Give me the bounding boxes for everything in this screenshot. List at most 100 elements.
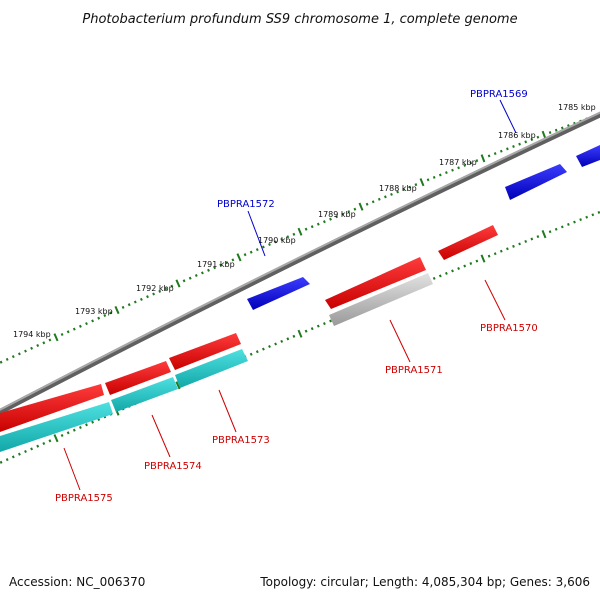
outer-scale-minor-tick <box>261 245 265 249</box>
outer-scale-minor-tick <box>225 260 229 265</box>
outer-scale-minor-tick <box>451 168 454 172</box>
outer-scale-minor-tick <box>493 152 497 156</box>
scale-label-1790: 1790 kbp <box>258 236 296 245</box>
inner-scale-minor-tick <box>72 428 76 432</box>
gene-arrow-pbpra1569[interactable] <box>505 164 567 200</box>
inner-scale-ticks <box>0 210 600 464</box>
gene-label-pbpra1574[interactable]: PBPRA1574 <box>144 461 202 472</box>
inner-scale-minor-tick <box>30 447 34 451</box>
outer-scale-minor-tick <box>91 319 95 323</box>
rna-feature-3[interactable] <box>175 349 248 388</box>
gene-arrow-pbpra1575[interactable] <box>0 384 104 432</box>
inner-scale-major-tick <box>297 329 303 338</box>
outer-scale-minor-tick <box>402 188 406 191</box>
scale-label-1788: 1788 kbp <box>379 184 417 193</box>
outer-scale-minor-tick <box>463 163 467 167</box>
inner-scale-minor-tick <box>274 342 278 346</box>
rna-feature-2[interactable] <box>111 377 178 412</box>
gene-label-pbpra1571[interactable]: PBPRA1571 <box>385 365 443 376</box>
inner-scale-minor-tick <box>451 269 454 273</box>
outer-scale-minor-tick <box>304 227 308 231</box>
outer-scale-minor-tick <box>322 220 326 224</box>
outer-scale-minor-tick <box>0 360 3 364</box>
gene-arrow-pbpra1572[interactable] <box>247 277 310 310</box>
genome-summary-text: Topology: circular; Length: 4,085,304 bp… <box>259 575 590 589</box>
inner-scale-minor-tick <box>322 322 326 326</box>
gene-arrow-offscreen[interactable] <box>576 145 600 167</box>
outer-scale-minor-tick <box>384 195 387 199</box>
gene-label-pbpra1570[interactable]: PBPRA1570 <box>480 323 538 334</box>
inner-scale-minor-tick <box>78 425 82 430</box>
outer-scale-minor-tick <box>30 346 34 350</box>
inner-scale-minor-tick <box>280 339 284 343</box>
outer-scale-minor-tick <box>365 202 369 206</box>
outer-scale-minor-tick <box>78 324 82 328</box>
scale-label-1789: 1789 kbp <box>318 210 356 219</box>
outer-scale-minor-tick <box>548 131 552 135</box>
scale-label-1791: 1791 kbp <box>197 260 235 269</box>
inner-scale-minor-tick <box>329 319 332 323</box>
inner-scale-minor-tick <box>444 271 448 275</box>
outer-scale-minor-tick <box>524 140 528 144</box>
gene-labels: PBPRA1569 PBPRA1570 PBPRA1571 PBPRA1572 … <box>55 89 538 504</box>
outer-scale-minor-tick <box>475 159 479 163</box>
outer-scale-minor-tick <box>200 271 204 275</box>
rna-features <box>0 349 248 452</box>
inner-scale-minor-tick <box>457 266 461 271</box>
leader-pbpra1570 <box>484 279 506 321</box>
inner-scale-minor-tick <box>11 455 15 459</box>
leader-pbpra1573 <box>218 389 237 433</box>
outer-scale-minor-tick <box>17 352 21 356</box>
outer-scale-major-tick <box>53 333 59 342</box>
inner-scale-minor-tick <box>91 420 95 424</box>
inner-scale-minor-tick <box>548 230 552 234</box>
outer-scale-minor-tick <box>188 276 192 280</box>
inner-scale-minor-tick <box>5 458 9 462</box>
outer-scale-minor-tick <box>286 235 290 239</box>
gene-arrow-pbpra1570[interactable] <box>438 225 498 260</box>
gene-arrow-pbpra1574[interactable] <box>105 361 171 395</box>
inner-scale-minor-tick <box>487 254 491 258</box>
leader-pbpra1575 <box>63 447 81 491</box>
outer-scale-minor-tick <box>243 253 247 257</box>
outer-scale-minor-tick <box>274 240 278 244</box>
outer-scale-minor-tick <box>487 154 491 158</box>
scale-label-1792: 1792 kbp <box>136 284 174 293</box>
outer-scale-major-tick <box>480 154 486 163</box>
inner-scale-minor-tick <box>567 222 570 226</box>
inner-scale-minor-tick <box>585 215 589 219</box>
scale-label-1794: 1794 kbp <box>13 330 51 339</box>
inner-scale-major-tick <box>480 254 486 263</box>
inner-scale-minor-tick <box>506 247 509 251</box>
inner-scale-minor-tick <box>48 439 52 443</box>
outer-scale-minor-tick <box>390 192 393 196</box>
outer-scale-minor-tick <box>66 330 70 334</box>
outer-scale-minor-tick <box>377 197 381 201</box>
accession-text: Accession: NC_006370 <box>9 575 145 589</box>
outer-scale-minor-tick <box>432 175 436 179</box>
gene-label-pbpra1572[interactable]: PBPRA1572 <box>217 199 275 210</box>
pseudogene-feature[interactable] <box>329 273 433 326</box>
outer-scale-major-tick <box>419 178 425 187</box>
gene-label-pbpra1573[interactable]: PBPRA1573 <box>212 435 270 446</box>
outer-scale-minor-tick <box>182 279 186 283</box>
outer-scale-ticks <box>0 112 600 364</box>
gene-arrow-pbpra1573[interactable] <box>169 333 241 370</box>
inner-scale-minor-tick <box>475 259 479 263</box>
inner-scale-minor-tick <box>560 225 564 229</box>
gene-label-pbpra1569[interactable]: PBPRA1569 <box>470 89 528 100</box>
inner-scale-minor-tick <box>524 239 528 243</box>
inner-scale-minor-tick <box>268 344 271 349</box>
outer-scale-minor-tick <box>231 258 235 262</box>
outer-scale-major-tick <box>297 227 303 236</box>
outer-scale-major-tick <box>236 253 242 262</box>
outer-scale-minor-tick <box>103 313 107 318</box>
outer-scale-minor-tick <box>414 183 418 187</box>
rna-feature-1[interactable] <box>0 402 113 452</box>
gene-label-pbpra1575[interactable]: PBPRA1575 <box>55 493 113 504</box>
gene-arrow-pbpra1571[interactable] <box>325 257 426 309</box>
outer-scale-minor-tick <box>207 268 210 272</box>
inner-scale-minor-tick <box>255 350 259 354</box>
outer-scale-minor-tick <box>170 284 174 288</box>
